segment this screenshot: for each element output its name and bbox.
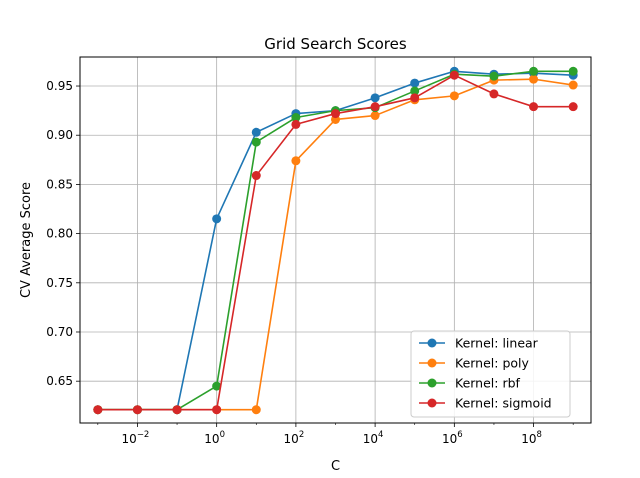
x-tick-label: 104 xyxy=(363,430,384,446)
series-kernel-sigmoid xyxy=(93,70,578,415)
y-axis-title: CV Average Score xyxy=(19,182,34,298)
legend-item: Kernel: poly xyxy=(419,356,530,371)
series-layer xyxy=(93,66,578,415)
data-point xyxy=(568,102,578,112)
data-point xyxy=(212,381,222,391)
data-point xyxy=(489,89,499,99)
data-point xyxy=(529,102,539,112)
legend-box xyxy=(410,330,571,418)
data-point xyxy=(291,113,301,123)
data-point xyxy=(370,93,380,103)
y-tick-label: 0.75 xyxy=(46,276,73,290)
data-point xyxy=(568,66,578,76)
data-point xyxy=(410,78,420,88)
legend-swatch-marker xyxy=(427,378,437,388)
data-point xyxy=(489,71,499,81)
y-tick-label: 0.80 xyxy=(46,227,73,241)
data-point xyxy=(449,70,459,80)
legend: Kernel: linear Kernel: poly Kernel: rbf Ker… xyxy=(410,330,571,418)
legend-item: Kernel: sigmoid xyxy=(419,396,552,411)
y-tick-label: 0.85 xyxy=(46,177,73,191)
y-tick-label: 0.65 xyxy=(46,374,73,388)
data-point xyxy=(449,91,459,101)
data-point xyxy=(172,405,182,415)
data-point xyxy=(410,86,420,96)
legend-label: Kernel: rbf xyxy=(455,376,521,391)
legend-label: Kernel: linear xyxy=(455,336,539,351)
legend-item: Kernel: linear xyxy=(419,336,539,351)
data-point xyxy=(568,80,578,90)
x-tick-label: 100 xyxy=(204,430,225,446)
x-axis: 10−2 100 102 104 106 108 xyxy=(97,423,574,446)
data-point xyxy=(410,93,420,103)
data-point xyxy=(251,171,261,181)
data-point xyxy=(93,405,103,415)
chart-title: Grid Search Scores xyxy=(264,35,407,53)
data-point xyxy=(529,74,539,84)
legend-swatch-marker xyxy=(427,398,437,408)
x-tick-label: 102 xyxy=(284,430,305,446)
legend-item: Kernel: rbf xyxy=(419,376,521,391)
data-point xyxy=(132,405,142,415)
data-point xyxy=(331,109,340,119)
x-tick-label: 106 xyxy=(442,430,463,446)
legend-label: Kernel: sigmoid xyxy=(455,396,552,411)
data-point xyxy=(291,119,301,129)
data-point xyxy=(370,102,380,112)
x-tick-label: 10−2 xyxy=(122,430,150,446)
data-point xyxy=(251,127,261,137)
data-point xyxy=(251,405,261,415)
y-tick-label: 0.95 xyxy=(46,79,73,93)
data-point xyxy=(251,137,261,147)
data-point xyxy=(212,214,222,224)
legend-swatch-marker xyxy=(427,338,437,348)
legend-swatch-marker xyxy=(427,358,437,368)
x-tick-label: 108 xyxy=(521,430,542,446)
data-point xyxy=(291,156,301,166)
data-point xyxy=(529,66,539,76)
y-tick-label: 0.90 xyxy=(46,128,73,142)
y-axis: 0.65 0.70 0.75 0.80 0.85 0.90 0.95 xyxy=(46,79,80,388)
legend-label: Kernel: poly xyxy=(455,356,530,371)
x-axis-title: C xyxy=(331,459,340,474)
data-point xyxy=(370,111,380,121)
data-point xyxy=(212,405,222,415)
y-tick-label: 0.70 xyxy=(46,325,73,339)
